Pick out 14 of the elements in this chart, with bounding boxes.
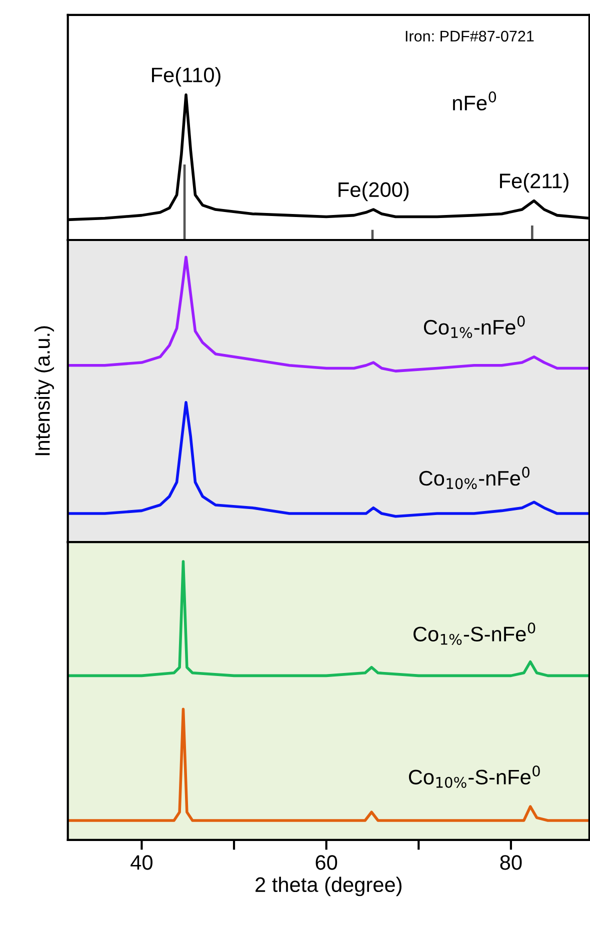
x-axis-title: 2 theta (degree) xyxy=(256,876,402,896)
series-label: Co$_{1%}$-S-nFe$^{0}$ xyxy=(414,622,536,645)
series-label: Co$_{10%}$-nFe$^{0}$ xyxy=(419,466,530,490)
annotation: Fe(211) xyxy=(500,173,568,192)
annotation: Fe(110) xyxy=(152,67,220,86)
annotation: nFe$^{0}$ xyxy=(453,91,496,110)
x-tick-label: 80 xyxy=(500,855,522,870)
x-tick-label: 60 xyxy=(316,855,338,870)
series-label: Co$_{10%}$-S-nFe$^{0}$ xyxy=(408,765,540,788)
y-axis-title: Intensity (a.u.) xyxy=(34,326,54,456)
series-label: Co$_{1%}$-nFe$^{0}$ xyxy=(424,316,525,338)
text: Iron: PDF#87-0721 xyxy=(406,30,534,42)
x-tick-label: 40 xyxy=(130,855,152,870)
annotation: Fe(200) xyxy=(338,182,409,202)
